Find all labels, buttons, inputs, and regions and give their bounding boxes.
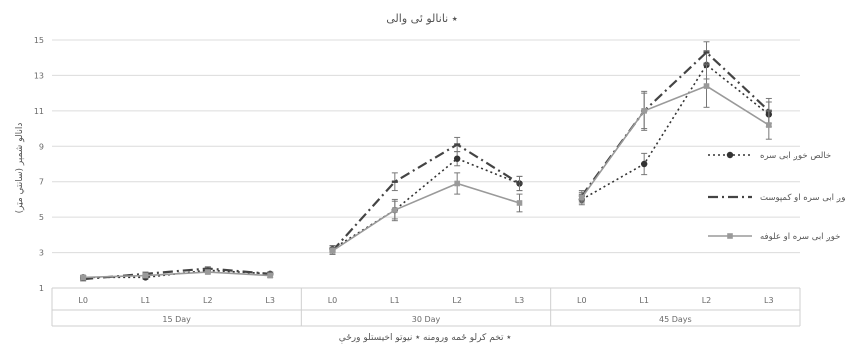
x-tick-label: L2 xyxy=(452,296,462,305)
legend-label: خوږ ابی سره او علوفه xyxy=(760,232,840,242)
y-tick-label: 11 xyxy=(34,107,44,116)
x-axis-frame: L0 L1 L2 L3 15 Day L0 L1 L2 L3 30 Day L0 L1 L2 L3 45 D… xyxy=(51,287,801,327)
y-tick-label: 1 xyxy=(39,284,44,293)
series-line xyxy=(581,85,770,199)
data-point xyxy=(267,272,273,279)
series-line xyxy=(581,63,770,201)
data-point xyxy=(640,160,648,168)
legend-marker xyxy=(726,151,734,159)
x-tick-label: L2 xyxy=(702,296,712,305)
data-point xyxy=(454,180,460,187)
x-tick-label: L1 xyxy=(390,296,400,305)
x-tick-label: L3 xyxy=(515,296,525,305)
series-line xyxy=(331,143,521,252)
x-axis-label: ٭ تخم کرلو ځمه ورومنه ٭ نیوتو اخیستلو ور… xyxy=(339,333,512,344)
data-point xyxy=(516,200,523,206)
series-line xyxy=(332,157,520,250)
y-axis-label: دانالو شمېر (سانتي مټر) xyxy=(15,123,25,214)
x-tick-label: L3 xyxy=(764,296,774,305)
legend-label: خالص خوږ ابی سره xyxy=(760,151,831,161)
data-point xyxy=(766,122,772,128)
x-tick-label: L2 xyxy=(203,296,213,305)
y-tick-label: 7 xyxy=(39,178,44,187)
series-line xyxy=(83,269,271,279)
group-label: 45 Days xyxy=(659,315,692,324)
x-tick-label: L1 xyxy=(639,296,649,305)
x-tick-label: L1 xyxy=(141,296,151,305)
data-point xyxy=(392,207,398,213)
series-line xyxy=(580,50,770,197)
x-tick-label: L3 xyxy=(265,296,275,305)
series-3 xyxy=(80,64,772,281)
legend-item: خالص خوږ ابی سره xyxy=(708,151,831,161)
data-point xyxy=(703,83,710,89)
series-2 xyxy=(80,41,772,282)
data-point xyxy=(329,248,336,254)
y-tick-label: 15 xyxy=(34,36,44,45)
data-point xyxy=(205,269,211,275)
y-tick-label: 9 xyxy=(39,142,44,151)
legend-item: خوږ ابی سره او کمپوست xyxy=(708,193,845,203)
group-label: 30 Day xyxy=(412,315,441,324)
x-tick-label: L0 xyxy=(328,296,338,305)
legend: خالص خوږ ابی سره خوږ ابی سره او کمپوست خوږ… xyxy=(708,151,845,242)
series-line xyxy=(332,182,520,252)
series-line xyxy=(83,271,271,279)
series-group xyxy=(79,41,773,282)
data-point xyxy=(142,272,149,279)
legend-item: خوږ ابی سره او علوفه xyxy=(708,232,840,242)
y-tick-label: 13 xyxy=(34,71,44,80)
legend-label: خوږ ابی سره او کمپوست xyxy=(760,193,845,203)
chart-title: ٭ نانالو ئی والی xyxy=(386,12,457,25)
x-tick-label: L0 xyxy=(577,296,587,305)
legend-marker xyxy=(727,233,733,239)
data-point xyxy=(641,108,647,114)
y-tick-label: 3 xyxy=(39,249,44,258)
series-1 xyxy=(79,50,773,281)
data-point xyxy=(80,274,86,281)
data-point xyxy=(579,194,585,201)
x-tick-label: L0 xyxy=(78,296,88,305)
y-tick-label: 5 xyxy=(39,213,44,222)
data-point xyxy=(453,155,461,162)
group-label: 15 Day xyxy=(162,315,191,324)
